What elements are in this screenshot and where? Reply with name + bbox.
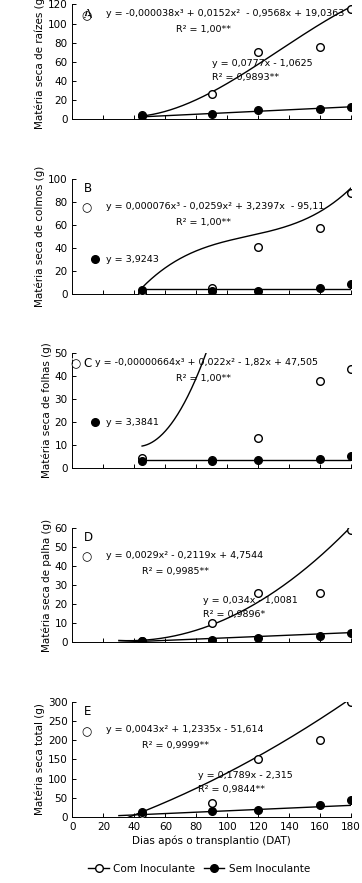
Text: R² = 1,00**: R² = 1,00** bbox=[176, 25, 231, 34]
Text: $\bigcirc$: $\bigcirc$ bbox=[81, 202, 92, 215]
Text: O: O bbox=[70, 358, 78, 368]
Text: R² = 1,00**: R² = 1,00** bbox=[176, 374, 231, 383]
Text: R² = 0,9844**: R² = 0,9844** bbox=[198, 785, 265, 794]
Text: y = 0,034x - 1,0081: y = 0,034x - 1,0081 bbox=[203, 597, 298, 606]
Y-axis label: Matéria seca de palha (g): Matéria seca de palha (g) bbox=[41, 518, 52, 652]
X-axis label: Dias após o transplantio (DAT): Dias após o transplantio (DAT) bbox=[132, 836, 291, 846]
Legend: Com Inoculante, Sem Inoculante: Com Inoculante, Sem Inoculante bbox=[84, 859, 314, 878]
Text: O: O bbox=[81, 9, 89, 19]
Text: C: C bbox=[84, 357, 92, 370]
Text: D: D bbox=[84, 531, 93, 544]
Text: y = -0,00000664x³ + 0,022x² - 1,82x + 47,505: y = -0,00000664x³ + 0,022x² - 1,82x + 47… bbox=[95, 358, 318, 366]
Y-axis label: Matéria seca de folhas (g): Matéria seca de folhas (g) bbox=[41, 343, 52, 479]
Text: R² = 0,9985**: R² = 0,9985** bbox=[142, 567, 209, 576]
Text: A: A bbox=[84, 8, 92, 21]
Text: y = 0,0043x² + 1,2335x - 51,614: y = 0,0043x² + 1,2335x - 51,614 bbox=[106, 725, 263, 734]
Text: E: E bbox=[84, 706, 91, 719]
Y-axis label: Matéria seca de colmos (g): Matéria seca de colmos (g) bbox=[35, 166, 45, 306]
Text: R² = 0,9999**: R² = 0,9999** bbox=[142, 741, 209, 750]
Text: $\bigcirc$: $\bigcirc$ bbox=[81, 725, 92, 738]
Text: R² = 0,9893**: R² = 0,9893** bbox=[212, 73, 279, 82]
Text: y = 0,1789x - 2,315: y = 0,1789x - 2,315 bbox=[198, 771, 292, 780]
Text: $\bigcirc$: $\bigcirc$ bbox=[81, 551, 92, 564]
Text: B: B bbox=[84, 182, 92, 195]
Text: y = -0,000038x³ + 0,0152x²  - 0,9568x + 19,0363: y = -0,000038x³ + 0,0152x² - 0,9568x + 1… bbox=[106, 9, 344, 18]
Text: y = 3,3841: y = 3,3841 bbox=[106, 418, 159, 426]
Text: R² = 0,9896*: R² = 0,9896* bbox=[203, 610, 266, 619]
Text: R² = 1,00**: R² = 1,00** bbox=[176, 218, 231, 227]
Text: y = 3,9243: y = 3,9243 bbox=[106, 254, 159, 264]
Text: O: O bbox=[81, 725, 89, 735]
Text: O: O bbox=[81, 551, 89, 561]
Text: $\bigcirc$: $\bigcirc$ bbox=[70, 358, 81, 372]
Text: y = 0,0777x - 1,0625: y = 0,0777x - 1,0625 bbox=[212, 59, 312, 69]
Text: $\bigcirc$: $\bigcirc$ bbox=[81, 9, 92, 23]
Text: y = 0,0029x² - 0,2119x + 4,7544: y = 0,0029x² - 0,2119x + 4,7544 bbox=[106, 551, 263, 560]
Y-axis label: Matéria seca de raízes (g): Matéria seca de raízes (g) bbox=[34, 0, 45, 130]
Text: y = 0,000076x³ - 0,0259x² + 3,2397x  - 95,11: y = 0,000076x³ - 0,0259x² + 3,2397x - 95… bbox=[106, 202, 324, 211]
Y-axis label: Matéria seca total (g): Matéria seca total (g) bbox=[34, 704, 45, 815]
Text: O: O bbox=[81, 202, 89, 212]
